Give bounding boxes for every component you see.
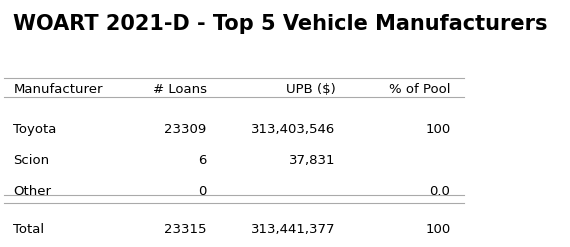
Text: 37,831: 37,831 (289, 154, 335, 167)
Text: Other: Other (13, 185, 51, 198)
Text: 23309: 23309 (164, 123, 206, 136)
Text: Manufacturer: Manufacturer (13, 83, 103, 96)
Text: 100: 100 (425, 223, 450, 236)
Text: Scion: Scion (13, 154, 50, 167)
Text: UPB ($): UPB ($) (286, 83, 335, 96)
Text: % of Pool: % of Pool (389, 83, 450, 96)
Text: 0: 0 (198, 185, 206, 198)
Text: Total: Total (13, 223, 44, 236)
Text: WOART 2021-D - Top 5 Vehicle Manufacturers: WOART 2021-D - Top 5 Vehicle Manufacture… (13, 14, 548, 34)
Text: 313,403,546: 313,403,546 (251, 123, 335, 136)
Text: 23315: 23315 (164, 223, 206, 236)
Text: 100: 100 (425, 123, 450, 136)
Text: 6: 6 (198, 154, 206, 167)
Text: 313,441,377: 313,441,377 (251, 223, 335, 236)
Text: # Loans: # Loans (153, 83, 206, 96)
Text: Toyota: Toyota (13, 123, 57, 136)
Text: 0.0: 0.0 (430, 185, 450, 198)
